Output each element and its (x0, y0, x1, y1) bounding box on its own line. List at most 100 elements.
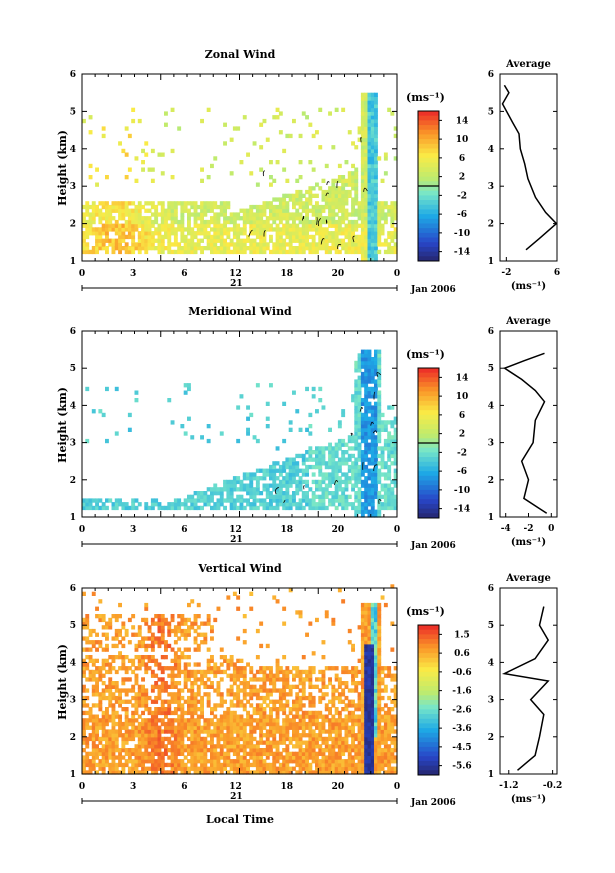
meridional-wind-cell (370, 505, 375, 511)
vertical-wind-cell (91, 688, 96, 693)
vertical-wind-cell (242, 718, 247, 723)
vertical-wind-cell (187, 744, 191, 749)
zonal-wind-cell (137, 234, 142, 240)
vertical-wind-cell (82, 688, 86, 693)
vertical-wind-cell (141, 710, 145, 716)
zonal-wind-cell (252, 246, 257, 251)
vertical-wind-cell (124, 759, 129, 764)
vertical-wind-cell (321, 736, 326, 742)
vertical-wind-cell (157, 755, 162, 760)
vertical-wind-cell (324, 614, 329, 619)
meridional-wind-cell (334, 442, 339, 447)
vertical-wind-cell (354, 770, 359, 775)
vertical-wind-cell (249, 744, 254, 749)
vertical-wind-cell (354, 681, 359, 686)
zonal-wind-cell (337, 178, 342, 183)
zonal-wind-cell (157, 201, 162, 206)
meridional-wind-cell (278, 498, 283, 503)
vertical-wind-cell (105, 740, 109, 745)
vertical-wind-cell (82, 703, 86, 708)
vertical-wind-cell (357, 695, 362, 701)
vertical-wind-cell (364, 662, 369, 667)
meridional-wind-cell (190, 502, 195, 507)
vertical-wind-cell (347, 703, 352, 708)
zonal-wind-cell (367, 126, 372, 131)
zonal-wind-cell (321, 219, 326, 225)
meridional-wind-cell (380, 505, 385, 511)
vertical-wind-cell (82, 729, 86, 734)
vertical-wind-cell (210, 655, 214, 660)
vertical-wind-cell (219, 770, 224, 775)
vertical-wind-cell (206, 748, 211, 753)
vertical-wind-cell (190, 695, 195, 701)
vertical-wind-cell (150, 658, 155, 663)
vertical-wind-cell (170, 628, 175, 634)
vertical-wind-cell (282, 707, 287, 712)
zonal-wind-cell (360, 223, 365, 228)
meridional-wind-cell (295, 453, 300, 459)
zonal-wind-cell (255, 208, 260, 213)
meridional-wind-cell (190, 498, 195, 503)
meridional-wind-cell (246, 427, 250, 432)
zonal-wind-cell (278, 212, 283, 217)
vertical-wind-cell (285, 673, 290, 678)
vertical-wind-cell (105, 733, 109, 738)
meridional-wind-cell (242, 505, 247, 511)
meridional-wind-cell (370, 476, 375, 481)
zonal-wind-cell (108, 238, 113, 243)
vertical-wind-cell (265, 692, 270, 697)
zonal-wind-cell (167, 234, 172, 240)
vertical-wind-cell (210, 733, 214, 738)
vertical-wind-cell (308, 681, 313, 686)
vertical-wind-cell (164, 688, 168, 693)
meridional-wind-cell (374, 468, 378, 473)
zonal-wind-cell (370, 148, 375, 154)
meridional-wind-cell (278, 494, 283, 499)
vertical-wind-cell (298, 766, 303, 771)
vertical-wind-cell (305, 725, 309, 730)
meridional-wind-cell (216, 491, 221, 496)
vertical-wind-cell (364, 628, 369, 634)
zonal-wind-cell (131, 201, 136, 206)
meridional-wind-cell (393, 453, 398, 459)
vertical-wind-cell (183, 699, 188, 704)
meridional-wind-cell (377, 498, 382, 503)
meridional-wind-colorbar-band (418, 494, 439, 500)
vertical-wind-cell (216, 669, 221, 675)
vertical-wind-cell (298, 740, 303, 745)
vertical-wind-cell (285, 766, 290, 771)
vertical-wind-cell (301, 655, 306, 660)
vertical-wind-cell (288, 725, 293, 730)
vertical-wind-cell (344, 714, 349, 719)
meridional-wind-cell (311, 502, 316, 507)
vertical-wind-cell (219, 718, 224, 723)
zonal-wind-cell (383, 249, 388, 255)
vertical-wind-cell (196, 770, 201, 775)
zonal-wind-contour-line (336, 180, 339, 189)
zonal-wind-contour-line (337, 244, 342, 250)
vertical-wind-cell (259, 759, 264, 764)
meridional-wind-cell (249, 487, 254, 492)
vertical-wind-cell (108, 755, 113, 760)
vertical-wind-cell (157, 643, 162, 649)
vertical-wind-cell (351, 762, 355, 768)
vertical-wind-cell (177, 692, 182, 697)
meridional-wind-cell (377, 416, 382, 421)
vertical-wind-cell (118, 725, 122, 730)
zonal-wind-cell (141, 227, 145, 232)
vertical-wind-cell (275, 688, 280, 693)
vertical-wind-cell (357, 770, 362, 775)
vertical-wind-cell (124, 762, 129, 768)
zonal-wind-cell (374, 238, 378, 243)
meridional-wind-cell (354, 505, 359, 511)
meridional-wind-cell (305, 491, 309, 496)
vertical-wind-cell (180, 617, 185, 623)
meridional-wind-cell (121, 505, 126, 511)
meridional-wind-cell (311, 457, 316, 462)
zonal-wind-cell (269, 216, 273, 221)
vertical-wind-cell (127, 666, 132, 671)
vertical-wind-cell (229, 725, 234, 730)
zonal-wind-cell (206, 208, 211, 213)
meridional-wind-cell (351, 394, 355, 399)
